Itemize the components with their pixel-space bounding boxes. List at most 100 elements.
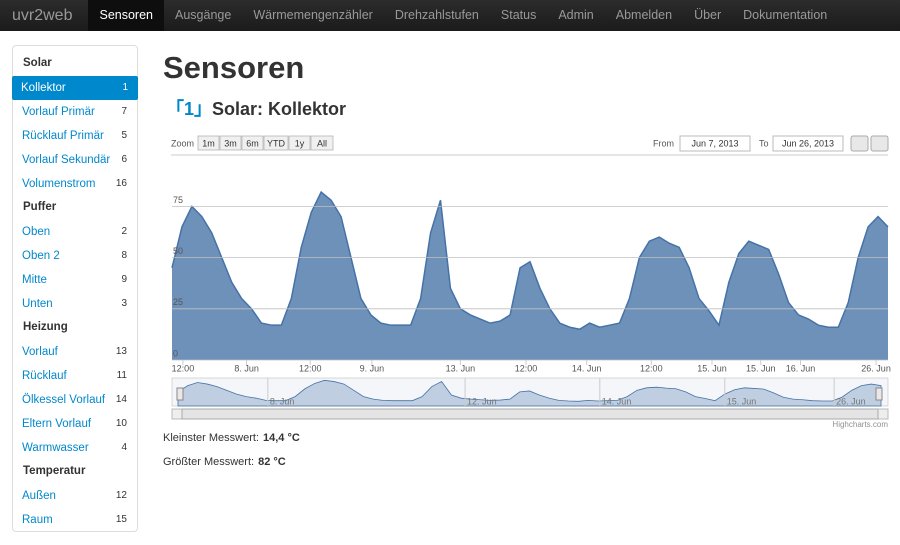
sidebar-item[interactable]: Ölkessel Vorlauf 14 bbox=[13, 388, 137, 412]
stat-value: 82 °C bbox=[258, 456, 286, 468]
sidebar-item[interactable]: Volumenstrom 16 bbox=[13, 172, 137, 196]
sensor-label: Mitte bbox=[22, 274, 47, 286]
range-button[interactable] bbox=[197, 135, 220, 151]
nav-link[interactable]: Dokumentation bbox=[743, 8, 828, 22]
print-button[interactable] bbox=[850, 135, 869, 152]
sidebar-item[interactable]: Unten 3 bbox=[13, 292, 137, 316]
sensor-id: 6 bbox=[121, 154, 127, 165]
brand[interactable]: uvr2web bbox=[12, 6, 73, 24]
sidebar-item[interactable]: Rücklauf Primär 5 bbox=[13, 124, 137, 148]
zoom-label: Zoom bbox=[171, 138, 194, 148]
sensor-label: Rücklauf Primär bbox=[22, 130, 104, 142]
x-tick-label: 16. Jun bbox=[786, 363, 816, 373]
sidebar-item[interactable]: Raum 15 bbox=[13, 508, 137, 532]
area bbox=[172, 192, 888, 360]
range-button-label[interactable]: 3m bbox=[224, 138, 237, 148]
stat-max: Größter Messwert: 82 °C bbox=[163, 456, 286, 468]
y-tick-label: 25 bbox=[173, 297, 183, 307]
scrollbar-thumb[interactable] bbox=[181, 408, 879, 420]
stat-min: Kleinster Messwert: 14,4 °C bbox=[163, 432, 300, 444]
x-tick-label: 26. Jun bbox=[861, 363, 891, 373]
range-button-label[interactable]: YTD bbox=[267, 138, 286, 148]
page-title: Sensoren bbox=[163, 50, 305, 85]
sidebar-item[interactable]: Eltern Vorlauf 10 bbox=[13, 412, 137, 436]
range-button[interactable] bbox=[288, 135, 311, 151]
sensor-label: Warmwasser bbox=[22, 442, 89, 454]
x-tick-label: 12:00 bbox=[640, 363, 663, 373]
range-button-label[interactable]: All bbox=[317, 138, 327, 148]
sensor-name: Solar: Kollektor bbox=[212, 99, 347, 119]
sensor-id: 8 bbox=[121, 250, 127, 261]
from-input[interactable] bbox=[679, 135, 751, 152]
sensor-id: 12 bbox=[115, 490, 127, 501]
navigator-area bbox=[177, 379, 882, 407]
sidebar: Solar Kollektor 1 Vorlauf Primär 7 Rücklauf P… bbox=[12, 45, 138, 532]
sidebar-item[interactable]: Vorlauf Sekundär 6 bbox=[13, 148, 137, 172]
sidebar-item[interactable]: Mitte 9 bbox=[13, 268, 137, 292]
nav-link[interactable]: Admin bbox=[558, 8, 594, 22]
range-button[interactable] bbox=[263, 135, 289, 151]
nav-link[interactable]: Wärmemengenzähler bbox=[253, 8, 373, 22]
range-button-label[interactable]: 1y bbox=[295, 138, 305, 148]
range-button-label[interactable]: 1m bbox=[202, 138, 215, 148]
stat-label: Kleinster Messwert: bbox=[163, 432, 259, 444]
sensor-number: 1 bbox=[184, 99, 195, 119]
sensor-id: 7 bbox=[121, 106, 127, 117]
x-tick-label: 15. Jun bbox=[697, 363, 727, 373]
navbar: uvr2web Sensoren Ausgänge Wärmemengenzähle… bbox=[0, 0, 900, 31]
sidebar-item[interactable]: Warmwasser 4 bbox=[13, 436, 137, 460]
sensor-label: Vorlauf Primär bbox=[22, 106, 95, 118]
sensor-id: 15 bbox=[115, 514, 127, 525]
to-date: Jun 26, 2013 bbox=[782, 138, 834, 148]
sensor-label: Unten bbox=[22, 298, 53, 310]
nav-link[interactable]: Status bbox=[500, 8, 537, 22]
sidebar-header: Temperatur bbox=[23, 465, 86, 477]
navigator-label: 14. Jun bbox=[602, 396, 632, 406]
sidebar-item[interactable]: Vorlauf 13 bbox=[13, 340, 137, 364]
sensor-id: 3 bbox=[121, 298, 127, 309]
sensor-label: Rücklauf bbox=[22, 370, 67, 382]
x-tick-label: 14. Jun bbox=[572, 363, 602, 373]
navigator-label: 12. Jun bbox=[467, 396, 497, 406]
sensor-label: Vorlauf bbox=[22, 346, 58, 358]
range-button[interactable] bbox=[219, 135, 242, 151]
from-date: Jun 7, 2013 bbox=[691, 138, 738, 148]
x-tick-label: 12:00 bbox=[299, 363, 322, 373]
sidebar-item[interactable]: Vorlauf Primär 7 bbox=[13, 100, 137, 124]
nav-link[interactable]: Ausgänge bbox=[175, 8, 232, 22]
to-label: To bbox=[759, 138, 769, 148]
sidebar-item[interactable]: Rücklauf 11 bbox=[13, 364, 137, 388]
nav-link[interactable]: Abmelden bbox=[615, 8, 673, 22]
to-input[interactable] bbox=[772, 135, 844, 152]
sensor-label: Oben 2 bbox=[22, 250, 60, 262]
x-tick-label: 8. Jun bbox=[234, 363, 259, 373]
sidebar-item[interactable]: Oben 2 8 bbox=[13, 244, 137, 268]
sidebar-item[interactable]: Oben 2 bbox=[13, 220, 137, 244]
line bbox=[171, 190, 889, 331]
range-button-label[interactable]: 6m bbox=[246, 138, 259, 148]
sensor-id: 5 bbox=[121, 130, 127, 141]
range-button[interactable] bbox=[310, 135, 334, 151]
range-button[interactable] bbox=[241, 135, 264, 151]
sensor-id: 16 bbox=[115, 178, 127, 189]
chart: Zoom 1m 3m 6m YTD 1y All From Jun 7, 2013 To Jun 2… bbox=[171, 135, 891, 429]
from-label: From bbox=[653, 138, 674, 148]
sensor-id: 1 bbox=[122, 82, 128, 93]
export-button[interactable] bbox=[870, 135, 889, 152]
nav-link[interactable]: Sensoren bbox=[88, 0, 164, 31]
x-tick-label: 15. Jun bbox=[746, 363, 776, 373]
credit: Highcharts.com bbox=[832, 420, 888, 429]
sensor-label: Außen bbox=[22, 490, 56, 502]
y-tick-label: 0 bbox=[173, 348, 178, 358]
nav-link[interactable]: Über bbox=[694, 8, 722, 22]
sensor-id: 4 bbox=[121, 442, 127, 453]
x-tick-label: 9. Jun bbox=[360, 363, 385, 373]
sidebar-item[interactable]: Kollektor 1 bbox=[12, 76, 138, 100]
sensor-id: 10 bbox=[115, 418, 127, 429]
navigator-handle[interactable] bbox=[176, 387, 184, 401]
y-tick-label: 75 bbox=[173, 195, 183, 205]
navigator-handle[interactable] bbox=[875, 387, 883, 401]
x-tick-label: 12:00 bbox=[515, 363, 538, 373]
nav-link[interactable]: Drehzahlstufen bbox=[394, 8, 479, 22]
sidebar-item[interactable]: Außen 12 bbox=[13, 484, 137, 508]
